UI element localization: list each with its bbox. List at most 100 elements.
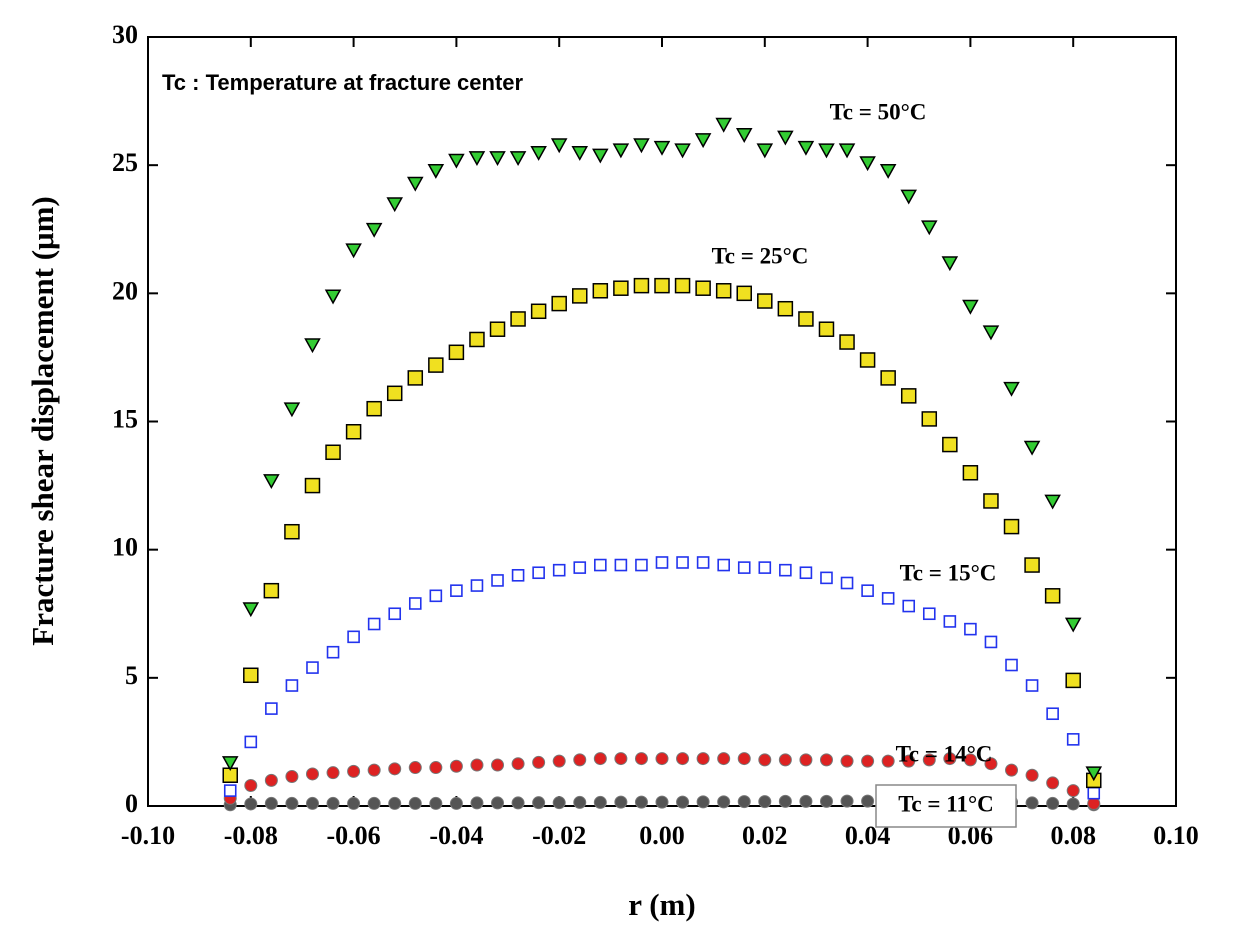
point xyxy=(449,759,463,773)
point xyxy=(367,763,381,777)
point xyxy=(779,563,792,577)
point xyxy=(861,794,875,808)
point xyxy=(612,143,630,159)
x-tick-label: 0.02 xyxy=(742,821,788,850)
label-box xyxy=(875,784,1017,828)
point xyxy=(592,283,609,299)
point xyxy=(941,256,959,272)
series-label: Tc = 25°C xyxy=(712,243,809,268)
point xyxy=(756,143,774,159)
annotation: Tc : Temperature at fracture center xyxy=(162,70,524,95)
point xyxy=(265,702,278,715)
point xyxy=(736,285,752,302)
point xyxy=(470,579,484,592)
point xyxy=(428,357,444,373)
point xyxy=(305,767,319,781)
point xyxy=(635,558,648,572)
point xyxy=(532,796,546,810)
point xyxy=(243,667,259,684)
point xyxy=(962,299,979,315)
x-tick-label: -0.04 xyxy=(429,821,483,850)
point xyxy=(552,754,566,768)
point xyxy=(798,311,814,327)
point xyxy=(427,163,445,179)
point xyxy=(1046,776,1060,790)
point xyxy=(1066,797,1080,811)
point xyxy=(840,794,854,808)
point xyxy=(552,563,566,577)
point xyxy=(285,679,299,692)
point xyxy=(263,474,280,490)
point xyxy=(778,753,792,767)
point xyxy=(737,561,751,574)
point xyxy=(840,576,854,590)
point xyxy=(696,556,710,569)
y-tick-label: 5 xyxy=(125,661,138,690)
point xyxy=(880,370,896,386)
point xyxy=(326,645,340,659)
point xyxy=(758,561,772,574)
point xyxy=(717,752,731,766)
point xyxy=(921,411,938,427)
point xyxy=(489,151,506,167)
point xyxy=(1066,733,1080,746)
y-tick-label: 15 xyxy=(112,404,138,433)
x-tick-label: -0.10 xyxy=(121,821,175,850)
point xyxy=(859,352,876,368)
point xyxy=(984,757,998,771)
point xyxy=(325,444,341,461)
point xyxy=(696,752,710,766)
point xyxy=(223,784,237,797)
point xyxy=(818,143,835,159)
point xyxy=(285,770,299,784)
x-tick-label: -0.02 xyxy=(532,821,586,850)
point xyxy=(674,277,691,294)
point xyxy=(655,752,669,766)
point xyxy=(468,151,486,167)
point xyxy=(304,477,321,494)
point xyxy=(799,753,813,767)
y-tick-label: 30 xyxy=(112,20,138,49)
point xyxy=(283,402,301,418)
point xyxy=(1003,381,1020,397)
point xyxy=(285,796,299,810)
point xyxy=(326,796,340,810)
point xyxy=(1064,617,1082,633)
point xyxy=(592,148,609,164)
point xyxy=(491,574,504,587)
point xyxy=(717,795,731,809)
point xyxy=(715,117,732,133)
point xyxy=(879,163,897,179)
point xyxy=(1066,784,1080,798)
point xyxy=(511,568,525,582)
series-label: Tc = 15°C xyxy=(900,560,997,585)
point xyxy=(614,752,628,766)
point xyxy=(572,288,588,304)
point xyxy=(984,635,998,649)
point xyxy=(594,558,607,572)
point xyxy=(593,752,607,766)
point xyxy=(489,321,506,337)
point xyxy=(838,143,856,159)
point xyxy=(943,615,957,628)
point xyxy=(963,753,977,767)
point xyxy=(694,133,712,149)
x-tick-label: 0.10 xyxy=(1153,821,1199,850)
point xyxy=(840,754,854,768)
point xyxy=(819,794,833,808)
point xyxy=(633,138,650,154)
point xyxy=(511,757,525,771)
point xyxy=(242,602,260,618)
point xyxy=(366,400,382,417)
point xyxy=(819,753,833,767)
point xyxy=(550,138,568,154)
point xyxy=(799,794,813,808)
point xyxy=(1005,763,1019,777)
point xyxy=(448,344,465,361)
y-axis-title: Fracture shear displacement (μm) xyxy=(25,196,60,645)
point xyxy=(264,796,278,810)
point xyxy=(839,334,855,350)
point xyxy=(962,465,979,481)
point xyxy=(614,558,628,572)
point xyxy=(777,300,794,317)
